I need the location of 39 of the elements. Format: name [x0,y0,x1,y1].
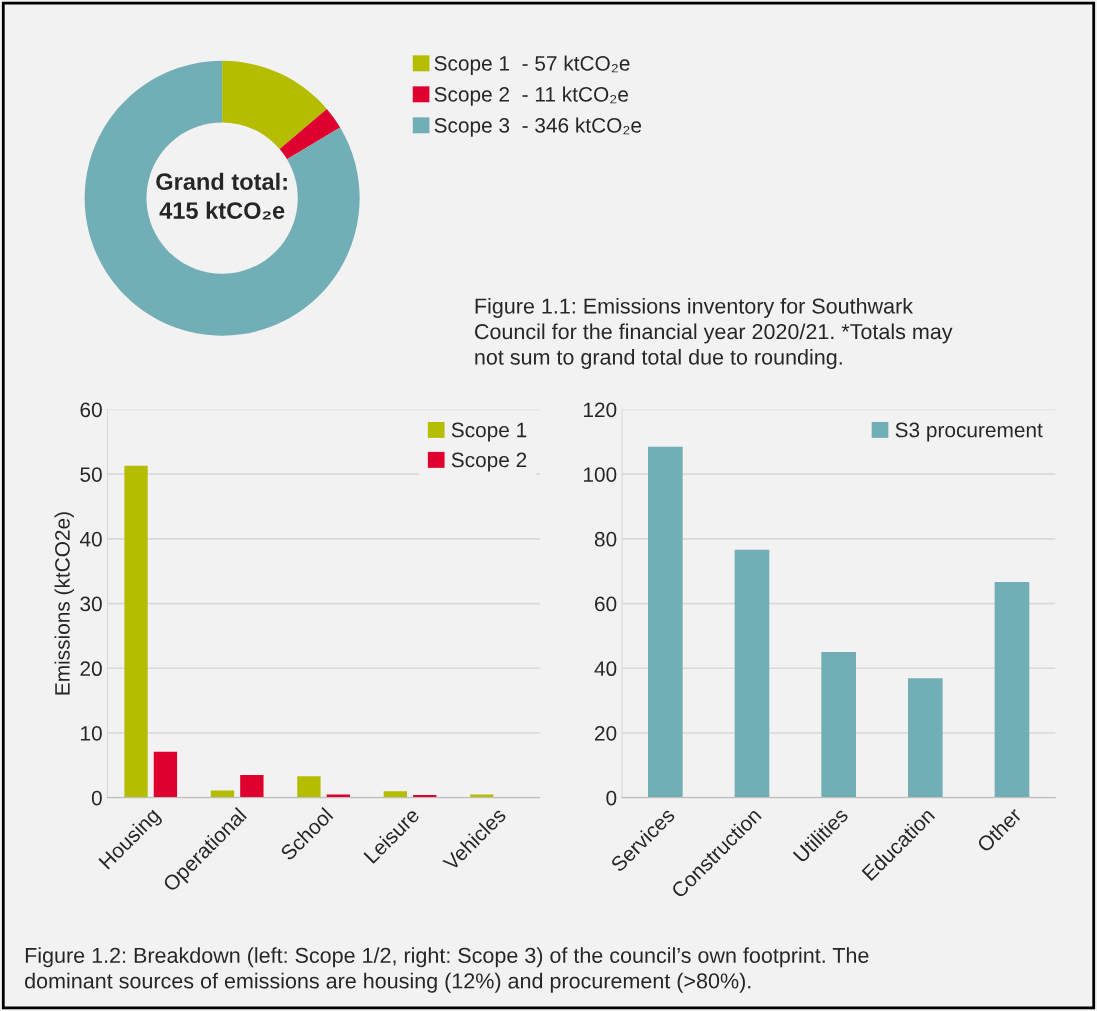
bar [326,794,350,798]
y-tick-label: 60 [595,596,617,612]
bar [124,465,148,798]
legend-label: Scope 3 - 346 ktCO₂e [434,117,642,137]
legend-label: Scope 2 - 11 ktCO₂e [434,86,628,106]
y-tick-label: 40 [79,531,102,547]
bar [648,446,683,798]
y-tick-label: 30 [80,596,102,612]
y-tick-label: 20 [80,661,102,677]
bar [734,549,770,798]
legend-label: Scope 2 [451,452,527,472]
y-tick-label: 0 [606,790,617,806]
bar [297,776,321,798]
y-tick-label: 120 [583,402,617,418]
y-tick-label: 20 [595,725,617,741]
bar [821,652,856,798]
y-tick-label: 60 [80,402,102,418]
bar [994,581,1030,798]
caption: Figure 1.1: Emissions inventory for Southwark Council for the financial year 2020/21. *Totals may not sum to grand total due to rounding. [475,297,953,370]
y-tick-label: 50 [80,467,102,482]
bar [470,794,494,798]
y-tick-label: 10 [81,725,102,741]
y-tick-label: 40 [594,661,617,677]
donut-slice [222,60,327,150]
legend-label: Scope 1 [451,422,527,442]
caption: Figure 1.2: Breakdown (left: Scope 1/2, right: Scope 3) of the council’s own footprint. The dominant sources of emissions are housing (12%) and procurement (>80%). [25,947,869,993]
bar [240,775,264,798]
bar [907,678,943,798]
text: Grand total: 415 ktCO₂e [156,172,287,220]
legend-label: Scope 1 - 57 ktCO₂e [434,55,630,75]
y-tick-label: 80 [594,531,617,547]
legend-label: S3 procurement [895,422,1043,442]
y-tick-label: 0 [91,790,102,806]
bar [383,791,408,798]
donut-slice [84,60,360,336]
y-tick-label: 100 [583,467,617,482]
bar [153,751,178,798]
y-axis-title: Emissions (ktCO2e) [54,512,74,695]
donut-slice [279,108,341,160]
